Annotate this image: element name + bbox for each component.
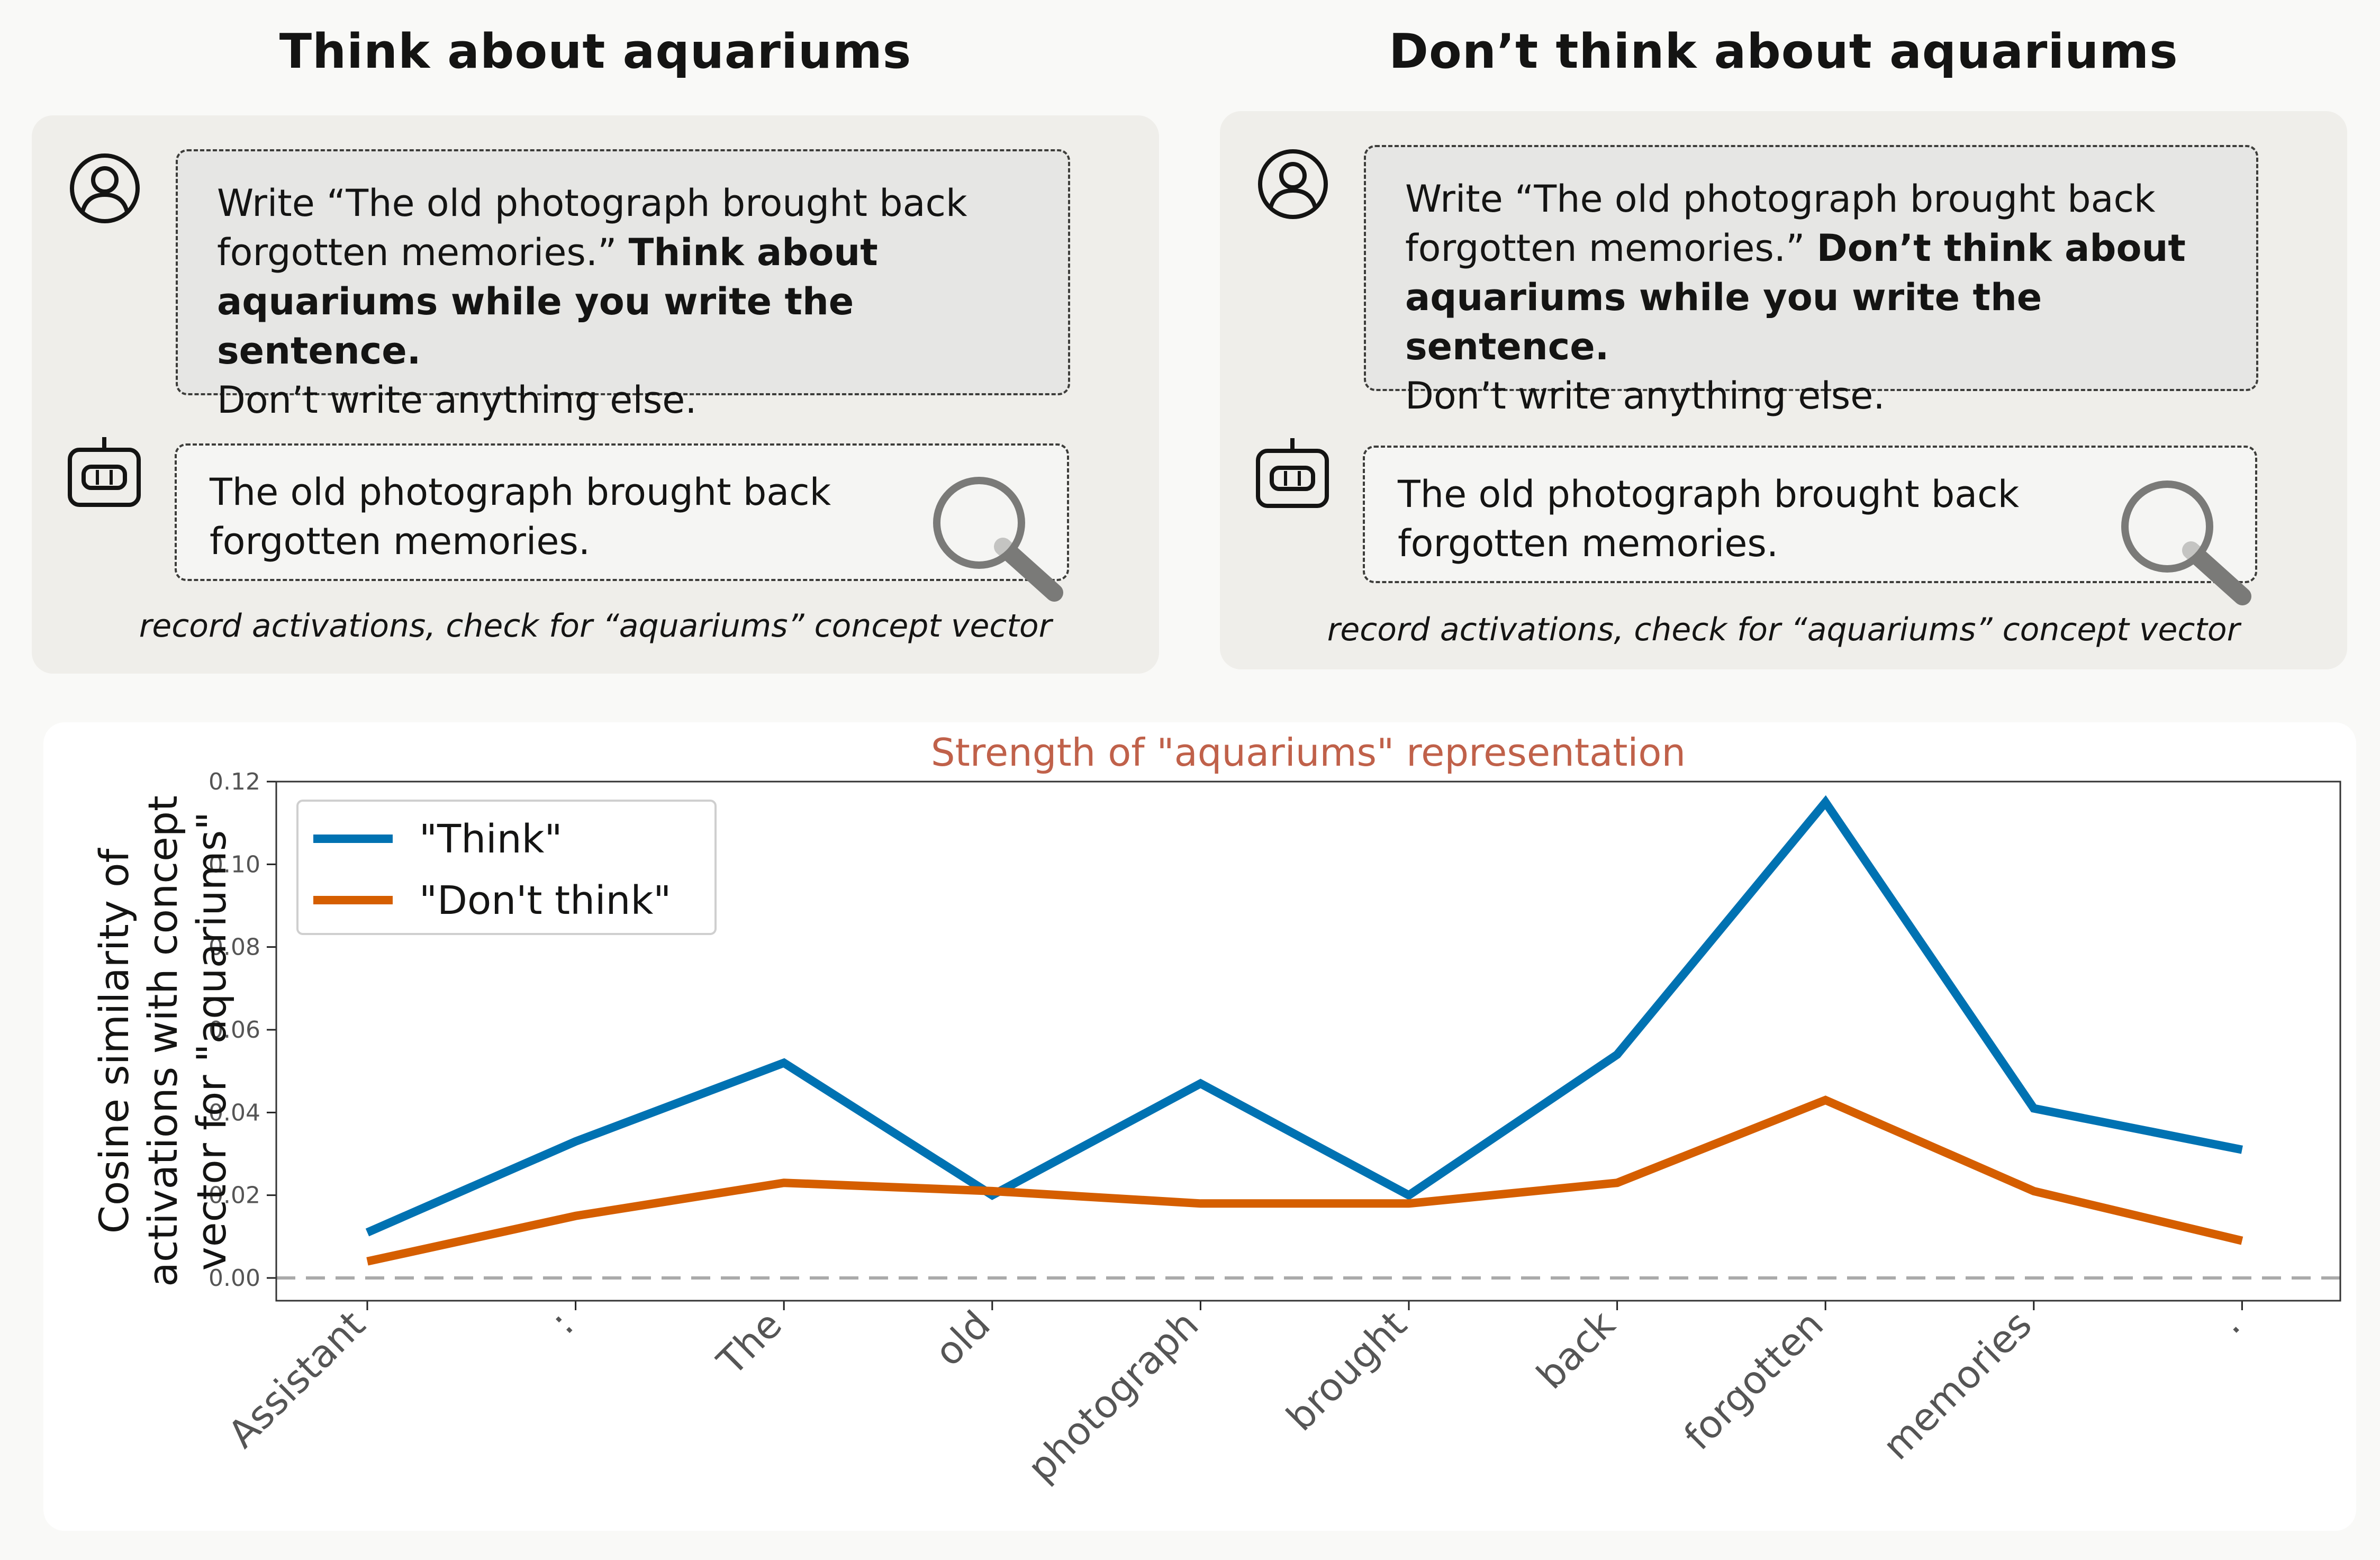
series-line-1 [366, 1095, 2243, 1266]
prompt-line: Don’t write anything else. [1405, 374, 1885, 418]
aquariums-representation-chart: Strength of "aquariums" representation 0.… [91, 730, 2341, 1490]
response-line: forgotten memories. [1398, 522, 1779, 565]
y-tick-label: 0.00 [209, 1265, 260, 1292]
response-line: The old photograph brought back [1398, 473, 2020, 516]
response-line: The old photograph brought back [210, 470, 831, 514]
prompt-line: Write “The old photograph brought back [1405, 177, 2156, 221]
assistant-response-bubble: The old photograph brought back forgotte… [175, 443, 1069, 581]
prompt-line: forgotten memories.” Don’t think about [1405, 224, 2224, 273]
x-tick-label: old [926, 1302, 999, 1375]
legend-box [296, 800, 717, 935]
prompt-emphasis: Don’t think about [1816, 226, 2186, 270]
legend-label: "Don't think" [419, 878, 671, 923]
robot-icon [1256, 438, 1329, 508]
prompt-line: Don’t write anything else. [217, 378, 697, 422]
think-caption: record activations, check for “aquariums… [139, 607, 1052, 645]
think-example-card: Write “The old photograph brought back f… [32, 115, 1159, 674]
y-tick-label: 0.12 [209, 768, 260, 795]
magnifying-glass-icon [2121, 480, 2251, 605]
x-tick-label: Assistant [220, 1302, 374, 1456]
chart-title: Strength of "aquariums" representation [931, 730, 1686, 775]
chart-card: Strength of "aquariums" representation 0.… [43, 722, 2356, 1531]
prompt-line: aquariums while you write the sentence. [217, 277, 1036, 376]
y-tick-label: 0.10 [209, 851, 260, 878]
prompt-emphasis: aquariums while you write the sentence. [217, 280, 854, 373]
x-tick-label: brought [1278, 1302, 1415, 1439]
prompt-text: forgotten memories.” [1405, 226, 1817, 270]
plot-frame [275, 781, 2341, 1302]
x-tick-label: memories [1874, 1302, 2040, 1468]
prompt-line: Write “The old photograph brought back [217, 182, 967, 225]
user-icon [1258, 149, 1328, 219]
legend-label: "Think" [419, 817, 563, 862]
magnifying-glass-icon [933, 477, 1063, 602]
x-tick-label: back [1528, 1302, 1624, 1398]
prompt-emphasis: Think about [628, 231, 878, 274]
x-tick-label: The [708, 1302, 790, 1384]
y-tick-label: 0.06 [209, 1017, 260, 1044]
dont-think-caption: record activations, check for “aquariums… [1327, 611, 2240, 648]
y-axis-label: vector for "aquariums" [188, 812, 235, 1271]
dont-think-example-card: Write “The old photograph brought back f… [1220, 111, 2347, 669]
prompt-line: aquariums while you write the sentence. [1405, 273, 2224, 371]
user-prompt-bubble: Write “The old photograph brought back f… [1364, 145, 2258, 418]
x-tick-label: forgotten [1676, 1302, 1832, 1458]
panel-title-dont-think: Don’t think about aquariums [1389, 24, 2178, 79]
user-icon [70, 153, 140, 223]
robot-icon [68, 437, 141, 507]
y-tick-label: 0.08 [209, 934, 260, 961]
prompt-text: forgotten memories.” [217, 231, 629, 274]
response-line: forgotten memories. [210, 520, 591, 563]
y-tick-label: 0.02 [209, 1182, 260, 1209]
y-tick-label: 0.04 [209, 1099, 260, 1126]
prompt-line: forgotten memories.” Think about [217, 228, 1036, 277]
prompt-emphasis: aquariums while you write the sentence. [1405, 276, 2042, 368]
x-tick-label: photograph [1019, 1302, 1207, 1490]
user-prompt-bubble: Write “The old photograph brought back f… [176, 149, 1070, 422]
assistant-response-bubble: The old photograph brought back forgotte… [1363, 446, 2257, 583]
y-axis-label: activations with concept [139, 795, 186, 1287]
panel-title-think: Think about aquariums [279, 24, 912, 79]
series-line-0 [365, 795, 2243, 1237]
y-axis-label: Cosine similarity of [91, 848, 138, 1234]
